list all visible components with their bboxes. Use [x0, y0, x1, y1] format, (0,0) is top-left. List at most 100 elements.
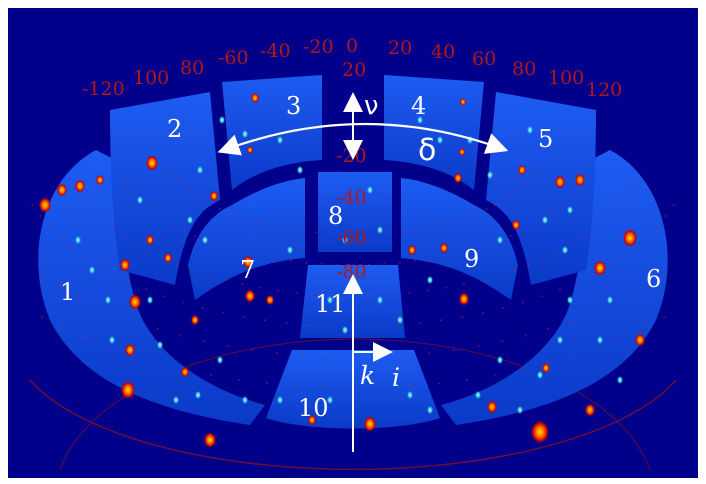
scale-label: 80	[512, 58, 536, 80]
grid-dot	[542, 257, 545, 260]
grid-dot	[247, 218, 250, 221]
diffraction-spot	[542, 216, 548, 224]
grid-dot	[131, 191, 134, 194]
diffraction-spot	[247, 146, 253, 154]
grid-dot	[428, 257, 431, 260]
k-label: k	[360, 361, 375, 390]
grid-dot	[352, 233, 354, 235]
diffraction-spot	[157, 341, 163, 349]
grid-dot	[178, 180, 181, 183]
diffraction-spot	[75, 236, 81, 244]
grid-dot	[42, 273, 45, 276]
grid-dot	[82, 255, 85, 258]
grid-dot	[461, 315, 464, 318]
grid-dot	[367, 263, 370, 266]
grid-dot	[656, 225, 658, 228]
grid-dot	[161, 257, 164, 260]
grid-dot	[533, 169, 536, 172]
diffraction-spot	[327, 396, 333, 404]
diffraction-spot	[242, 396, 248, 404]
grid-dot	[183, 229, 185, 232]
grid-dot	[592, 272, 595, 275]
grid-dot	[226, 345, 229, 347]
diffraction-spot	[377, 296, 383, 304]
diffraction-spot	[537, 371, 543, 379]
grid-dot	[424, 226, 427, 229]
grid-dot	[333, 294, 335, 297]
grid-dot	[496, 274, 499, 277]
grid-dot	[326, 355, 329, 358]
scale-label: 20	[388, 37, 412, 59]
grid-dot	[569, 244, 572, 247]
grid-dot	[547, 328, 550, 330]
grid-dot	[642, 327, 645, 329]
grid-dot	[314, 293, 317, 296]
diffraction-spot	[487, 400, 497, 414]
grid-dot	[73, 185, 76, 188]
grid-dot	[258, 286, 261, 289]
scale-label: -40	[260, 40, 291, 62]
diffraction-spot	[557, 336, 563, 344]
diffraction-spot	[585, 403, 595, 417]
diffraction-spot	[57, 183, 67, 197]
panel-6	[441, 150, 668, 425]
grid-dot	[396, 323, 399, 326]
diffraction-spot	[497, 236, 503, 244]
scale-label: 120	[586, 79, 622, 101]
grid-dot	[250, 349, 253, 351]
grid-dot	[301, 354, 303, 357]
grid-dot	[565, 198, 568, 201]
grid-dot	[39, 215, 41, 217]
angle-scale: -120 100 80 -60 -40 -20 0 20 40 60 80 10…	[82, 35, 622, 283]
panel-3	[222, 75, 322, 190]
grid-dot	[114, 312, 117, 315]
grid-dot	[279, 226, 282, 229]
grid-dot	[58, 284, 61, 287]
grid-dot	[290, 259, 293, 262]
scale-label: -20	[303, 36, 334, 58]
scale-label: -80	[336, 261, 367, 283]
diffraction-spot	[635, 333, 645, 347]
diffraction-spot	[407, 391, 413, 399]
grid-dot	[520, 368, 523, 371]
grid-dot	[501, 340, 504, 343]
grid-dot	[223, 279, 226, 282]
diffraction-spot	[427, 406, 433, 414]
grid-dot	[501, 199, 504, 202]
diffraction-spot	[204, 432, 216, 448]
grid-dot	[135, 320, 138, 323]
grid-dot	[153, 212, 156, 214]
diffraction-spot	[342, 326, 348, 334]
grid-dot	[170, 169, 173, 172]
grid-dot	[93, 212, 95, 215]
grid-dot	[398, 261, 401, 264]
diffraction-spot	[454, 173, 462, 183]
grid-dot	[371, 294, 373, 297]
panel-8	[318, 172, 392, 252]
grid-dot	[389, 293, 392, 296]
diffraction-spot	[277, 136, 283, 144]
grid-dot	[128, 281, 130, 283]
diffraction-spot	[531, 420, 549, 444]
diffraction-spot	[512, 220, 520, 230]
diffraction-spot	[125, 343, 135, 357]
grid-dot	[83, 337, 86, 340]
panel-label-11: 11	[315, 290, 346, 318]
grid-dot	[388, 231, 391, 234]
grid-dot	[592, 228, 595, 231]
diffraction-spot	[459, 292, 469, 306]
grid-dot	[558, 205, 561, 208]
grid-dot	[438, 382, 440, 385]
diffraction-spot	[210, 191, 218, 201]
grid-dot	[596, 346, 599, 349]
panel-5	[486, 92, 596, 285]
scale-label: -60	[218, 47, 249, 69]
diffraction-spot	[39, 197, 51, 213]
grid-dot	[257, 221, 260, 224]
grid-dot	[188, 190, 191, 193]
grid-dot	[446, 221, 449, 224]
grid-dot	[435, 224, 438, 227]
diffraction-spot	[487, 171, 493, 179]
diffraction-spot	[542, 363, 550, 373]
grid-dot	[40, 316, 43, 319]
